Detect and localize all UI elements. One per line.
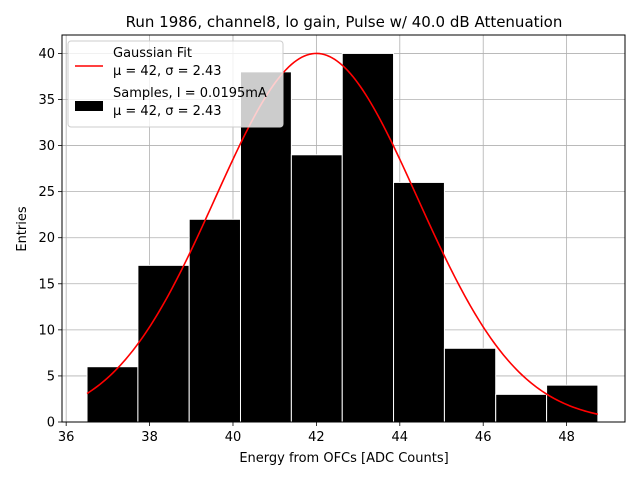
- legend-entry-label: Gaussian Fit: [113, 46, 192, 61]
- y-tick-label: 0: [47, 416, 55, 431]
- histogram-bar: [290, 154, 343, 423]
- histogram-bars: [86, 52, 599, 423]
- y-tick-label: 15: [38, 277, 55, 292]
- histogram-bar: [239, 71, 292, 423]
- plot-frame: [61, 34, 626, 423]
- histogram-bar: [393, 181, 445, 423]
- y-tick-label: 5: [47, 369, 55, 384]
- legend-patch-swatch: [75, 101, 103, 111]
- legend: Gaussian Fit μ = 42, σ = 2.43 Samples, I =…: [67, 40, 284, 128]
- y-tick-label: 40: [38, 47, 55, 62]
- y-axis-ticks: 0 5 10 15 20 25 30 35 40: [38, 47, 62, 431]
- legend-box: [67, 40, 284, 128]
- y-tick-label: 10: [38, 323, 55, 338]
- histogram-bar: [495, 393, 548, 423]
- y-axis-label: Entries: [15, 206, 30, 252]
- legend-entry-stats: μ = 42, σ = 2.43: [113, 64, 222, 79]
- x-axis-ticks: 36 38 40 42 44 46 48: [58, 422, 575, 445]
- histogram-bar: [546, 384, 599, 423]
- legend-entry-stats: μ = 42, σ = 2.43: [113, 104, 222, 119]
- y-tick-label: 30: [38, 139, 55, 154]
- x-axis-label: Energy from OFCs [ADC Counts]: [239, 451, 448, 466]
- y-tick-label: 35: [38, 93, 55, 108]
- histogram-bar: [341, 52, 395, 423]
- histogram-bar: [86, 366, 139, 423]
- x-tick-label: 38: [141, 430, 158, 445]
- y-tick-label: 25: [38, 185, 55, 200]
- x-tick-label: 36: [58, 430, 75, 445]
- histogram-bar: [188, 218, 241, 423]
- gaussian-fit: [86, 52, 599, 416]
- x-tick-label: 40: [225, 430, 242, 445]
- histogram-bar: [137, 264, 190, 423]
- legend-entry-label: Samples, I = 0.0195mA: [113, 86, 267, 101]
- chart-title: Run 1986, channel8, lo gain, Pulse w/ 40…: [126, 13, 563, 31]
- x-tick-label: 48: [558, 430, 575, 445]
- x-tick-label: 46: [475, 430, 492, 445]
- x-tick-label: 42: [308, 430, 325, 445]
- histogram-bar: [443, 347, 497, 423]
- x-tick-label: 44: [392, 430, 409, 445]
- y-tick-label: 20: [38, 231, 55, 246]
- gaussian-fit-curve: [86, 52, 599, 416]
